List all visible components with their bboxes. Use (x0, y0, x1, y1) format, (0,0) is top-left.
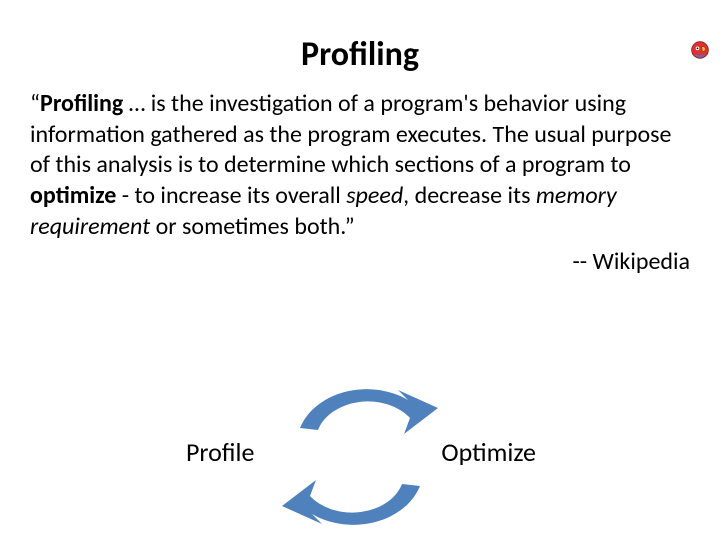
quote-attribution: -- Wikipedia (0, 243, 720, 276)
cycle-inner: Profile Optimize (180, 364, 540, 540)
cycle-label-optimize: Optimize (441, 436, 536, 468)
cycle-label-profile: Profile (186, 436, 254, 468)
cycle-arrow-bottom-icon (270, 464, 450, 540)
quote-bold2: optimize (30, 181, 116, 210)
quote-mid1: … is the investigation of a program's be… (30, 89, 671, 179)
slide-title: Profiling (0, 34, 720, 75)
quote-open: “ (30, 89, 40, 118)
parrot-logo-icon (690, 40, 710, 60)
cycle-diagram: Profile Optimize (0, 364, 720, 540)
cycle-arrow-top-icon (270, 350, 450, 450)
slide: Profiling “Profiling … is the investigat… (0, 34, 720, 540)
quote-mid2: - to increase its overall (116, 181, 346, 210)
quote-term: Profiling (40, 89, 123, 118)
quote-paragraph: “Profiling … is the investigation of a p… (0, 89, 720, 243)
quote-close: or sometimes both.” (150, 212, 354, 241)
quote-ital1: speed (346, 181, 403, 210)
quote-mid3: , decrease its (403, 181, 536, 210)
